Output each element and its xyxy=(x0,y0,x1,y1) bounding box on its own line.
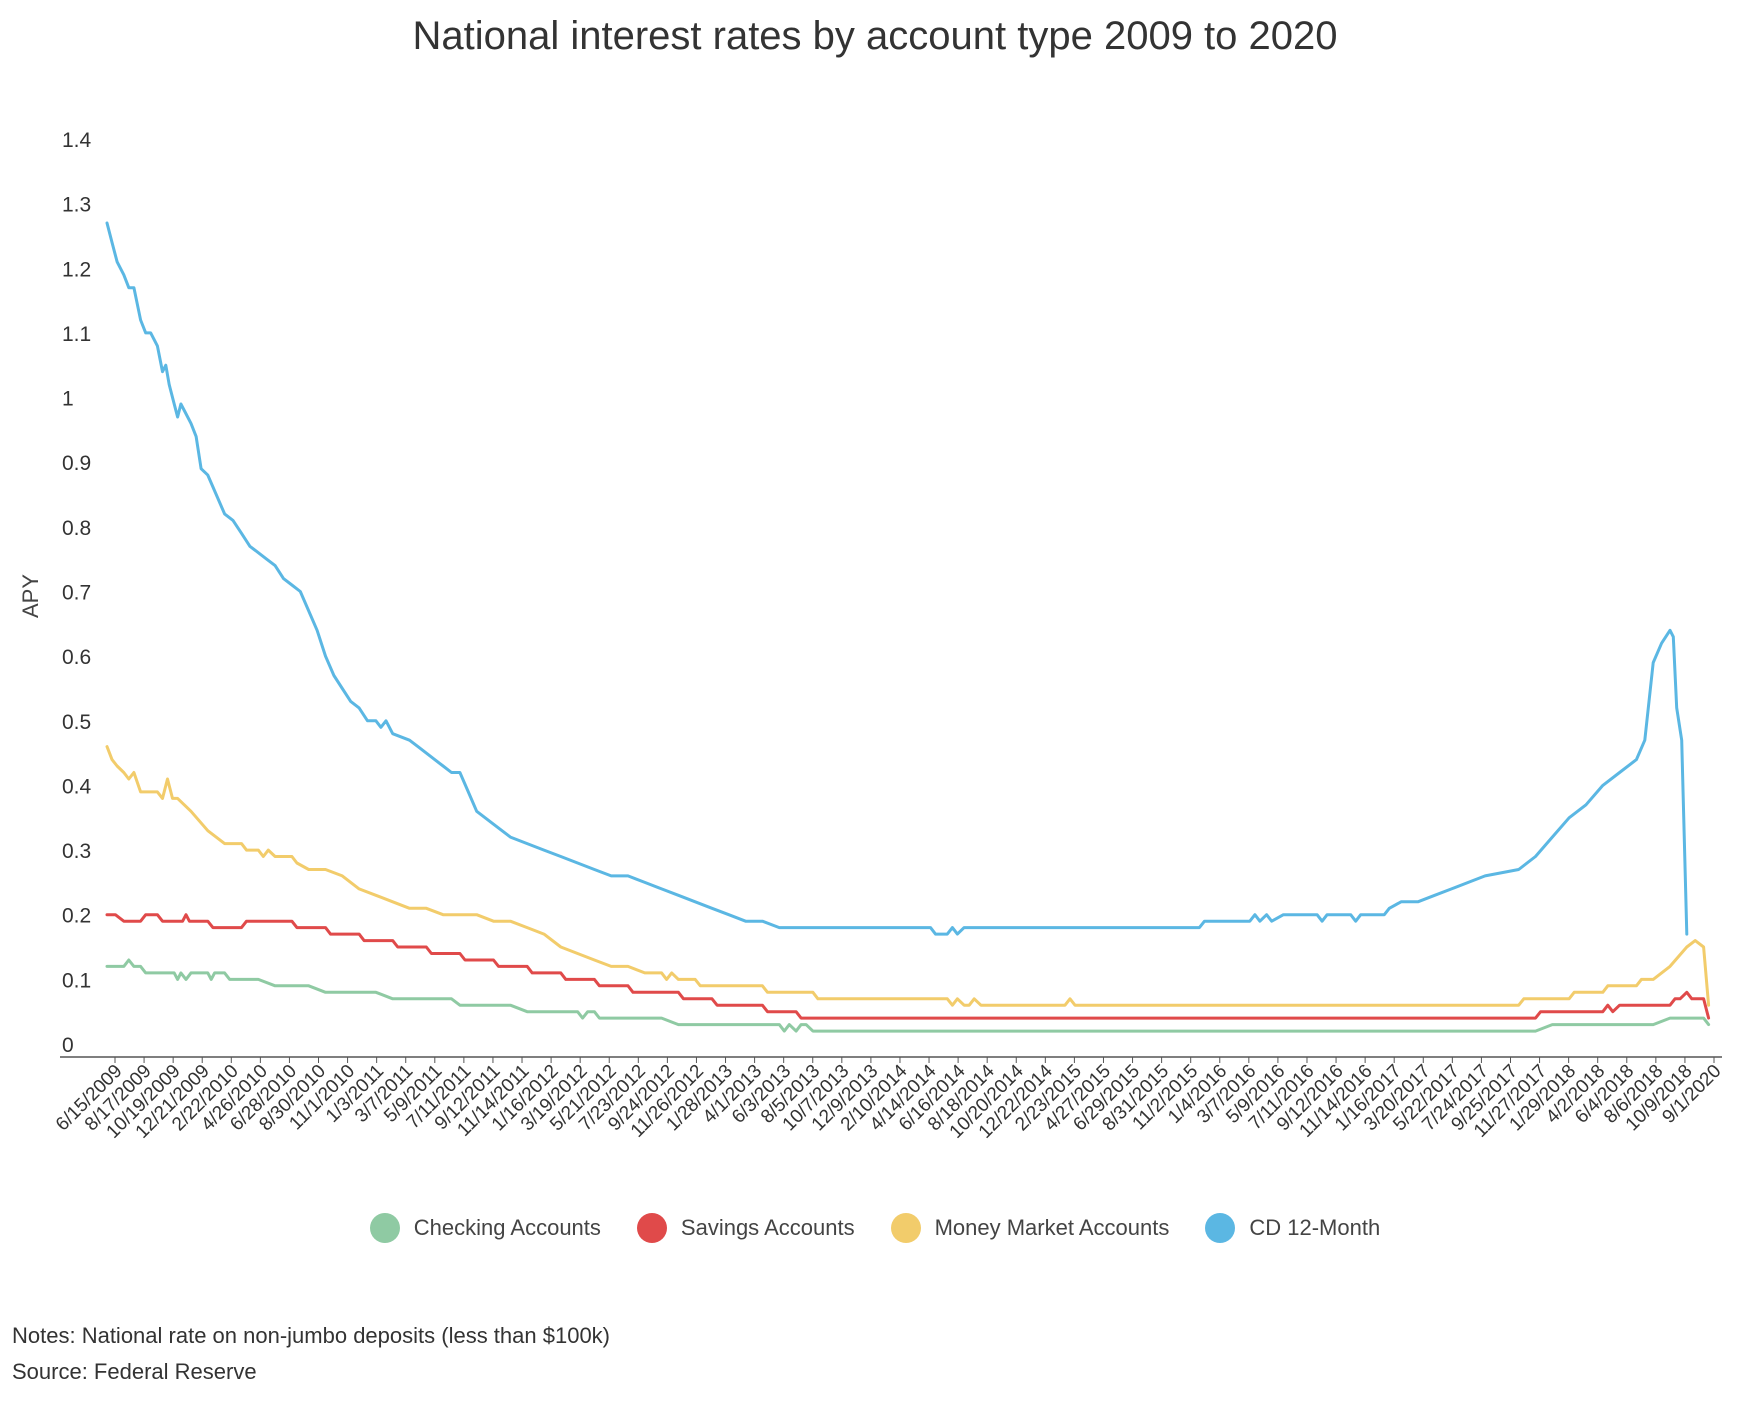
chart-title: National interest rates by account type … xyxy=(412,14,1338,58)
y-tick-label: 0.5 xyxy=(62,711,91,734)
series-line-savings-accounts xyxy=(105,913,1711,1020)
y-tick-label: 0 xyxy=(62,1034,74,1057)
series-line-money-market-accounts xyxy=(105,745,1711,1007)
chart-notes: Notes: National rate on non-jumbo deposi… xyxy=(12,1318,610,1390)
y-tick-label: 0.1 xyxy=(62,969,91,992)
legend-item-cd-12-month[interactable]: CD 12-Month xyxy=(1205,1213,1380,1243)
y-tick-label: 0.9 xyxy=(62,452,91,475)
legend-swatch-checking xyxy=(369,1213,400,1243)
legend-label-cd-12-month: CD 12-Month xyxy=(1249,1215,1381,1240)
series-line-checking-accounts xyxy=(105,958,1711,1033)
y-tick-label: 0.7 xyxy=(62,582,91,605)
legend-swatch-savings xyxy=(636,1213,667,1243)
y-tick-label: 1.3 xyxy=(62,194,91,217)
y-tick-label: 1.4 xyxy=(62,129,92,152)
y-tick-label: 0.8 xyxy=(62,517,91,540)
y-tick-label: 0.3 xyxy=(62,840,91,863)
y-tick-label: 1 xyxy=(62,388,74,411)
y-axis-label: APY xyxy=(18,574,43,618)
legend-item-checking[interactable]: Checking Accounts xyxy=(369,1213,601,1243)
y-tick-label: 1.2 xyxy=(62,258,91,281)
legend: Checking Accounts Savings Accounts Money… xyxy=(0,1213,1750,1243)
y-tick-label: 0.4 xyxy=(62,775,92,798)
y-tick-label: 1.1 xyxy=(62,323,91,346)
source-text: Source: Federal Reserve xyxy=(12,1359,257,1384)
legend-label-money-market: Money Market Accounts xyxy=(934,1215,1170,1240)
legend-item-savings[interactable]: Savings Accounts xyxy=(636,1213,855,1243)
series-line-cd-12-month xyxy=(105,221,1689,936)
y-tick-label: 0.6 xyxy=(62,646,91,669)
y-tick-label: 0.2 xyxy=(62,905,91,928)
legend-swatch-cd-12-month xyxy=(1205,1213,1236,1243)
legend-item-money-market[interactable]: Money Market Accounts xyxy=(890,1213,1170,1243)
legend-swatch-money-market xyxy=(890,1213,921,1243)
legend-label-checking: Checking Accounts xyxy=(413,1215,601,1240)
legend-label-savings: Savings Accounts xyxy=(680,1215,855,1240)
notes-text: Notes: National rate on non-jumbo deposi… xyxy=(12,1323,611,1348)
chart-area: APY 0 0.1 0.2 0.3 0.4 0.5 0.6 0.7 0.8 0.9 1 1.1 1.2 1… xyxy=(18,129,1726,1143)
